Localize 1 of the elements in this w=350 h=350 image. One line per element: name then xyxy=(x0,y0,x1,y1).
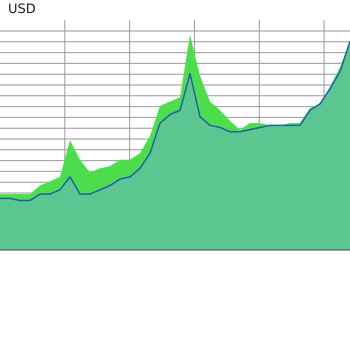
y-axis-title: USD xyxy=(8,2,36,17)
